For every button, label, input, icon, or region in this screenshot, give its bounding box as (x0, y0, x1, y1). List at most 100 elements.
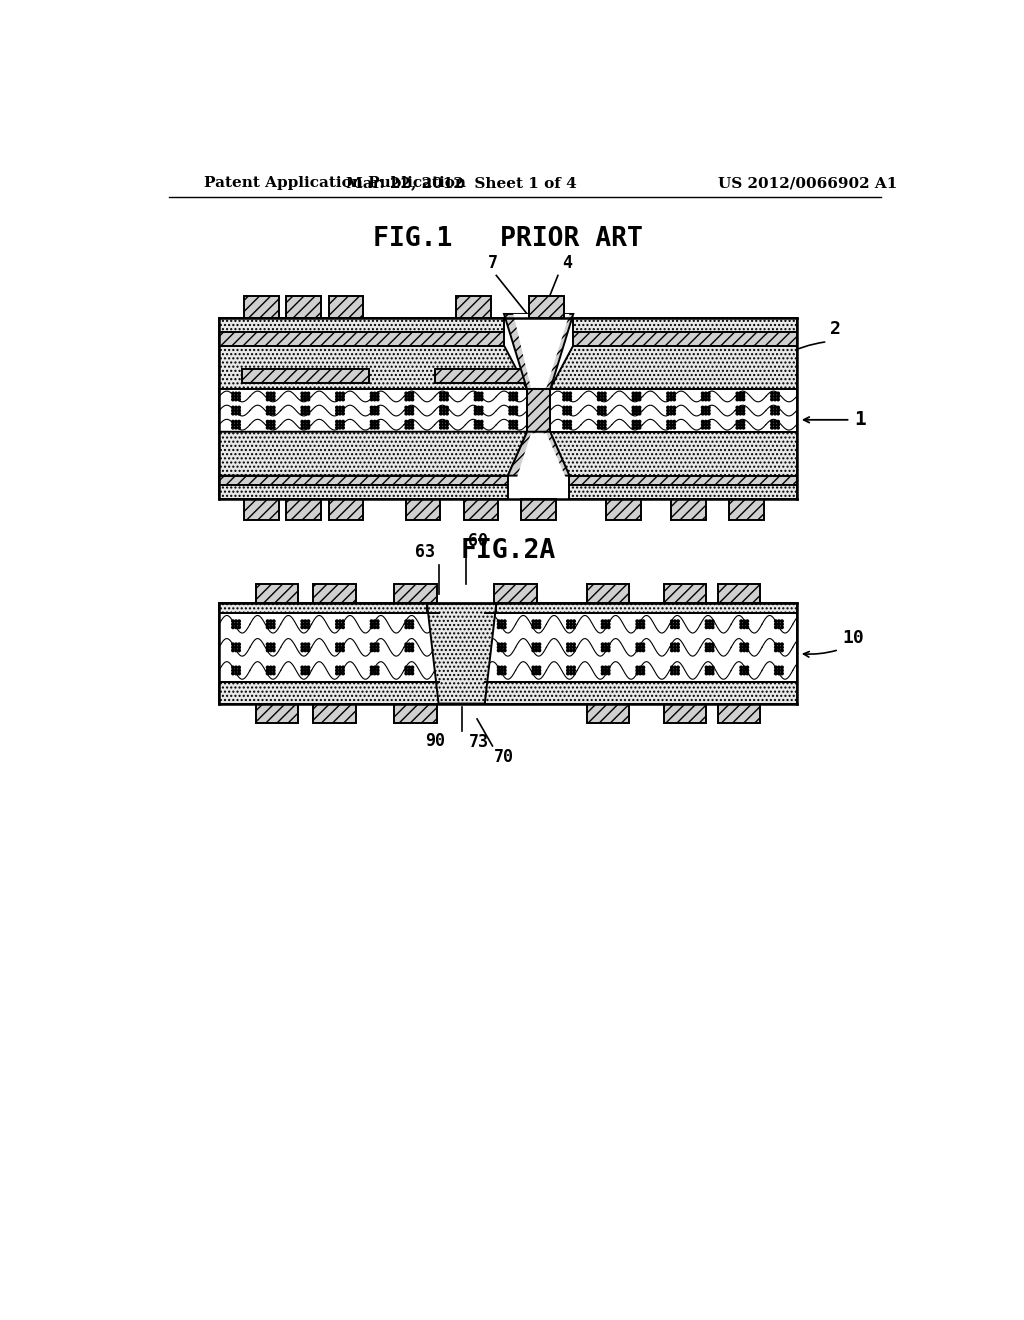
Circle shape (746, 623, 749, 626)
Circle shape (632, 424, 635, 426)
Circle shape (404, 672, 408, 675)
Bar (313, 704, 355, 723)
Circle shape (501, 623, 503, 626)
Circle shape (342, 409, 344, 412)
Circle shape (371, 645, 373, 648)
Circle shape (445, 409, 449, 412)
Circle shape (301, 392, 303, 395)
Text: Mar. 22, 2012  Sheet 1 of 4: Mar. 22, 2012 Sheet 1 of 4 (346, 176, 578, 190)
Circle shape (674, 667, 676, 669)
Circle shape (512, 426, 514, 429)
Circle shape (600, 392, 603, 395)
Circle shape (409, 420, 411, 422)
Circle shape (597, 424, 600, 426)
Circle shape (572, 645, 575, 648)
Bar (672, 499, 707, 520)
Circle shape (712, 672, 714, 675)
Circle shape (238, 392, 241, 395)
Circle shape (307, 407, 309, 409)
Circle shape (509, 426, 511, 429)
Circle shape (673, 399, 676, 401)
Circle shape (566, 626, 569, 628)
Circle shape (515, 392, 517, 395)
Circle shape (777, 620, 780, 623)
Circle shape (632, 420, 635, 422)
Circle shape (442, 409, 445, 412)
Bar (484, 682, 797, 704)
Circle shape (498, 643, 500, 645)
Circle shape (774, 667, 777, 669)
Circle shape (777, 409, 779, 412)
Circle shape (336, 649, 338, 652)
Circle shape (670, 426, 673, 429)
Circle shape (412, 412, 414, 414)
Circle shape (480, 399, 483, 401)
Circle shape (566, 645, 569, 648)
Circle shape (777, 649, 780, 652)
Circle shape (635, 420, 638, 422)
Circle shape (743, 623, 745, 626)
Circle shape (597, 399, 600, 401)
Circle shape (404, 643, 408, 645)
Circle shape (504, 626, 506, 628)
Circle shape (301, 407, 303, 409)
Circle shape (742, 395, 744, 397)
Circle shape (266, 643, 269, 645)
Circle shape (635, 412, 638, 414)
Circle shape (474, 399, 477, 401)
Circle shape (409, 623, 411, 626)
Circle shape (604, 649, 607, 652)
Circle shape (736, 424, 738, 426)
Circle shape (301, 669, 303, 672)
Circle shape (231, 420, 234, 422)
Text: US 2012/0066902 A1: US 2012/0066902 A1 (719, 176, 898, 190)
Circle shape (238, 426, 241, 429)
Circle shape (266, 420, 269, 422)
Circle shape (701, 407, 703, 409)
Circle shape (504, 620, 506, 623)
Circle shape (336, 645, 338, 648)
Circle shape (569, 392, 571, 395)
Circle shape (231, 645, 234, 648)
Circle shape (234, 412, 238, 414)
Circle shape (231, 669, 234, 672)
Circle shape (671, 626, 673, 628)
Circle shape (636, 645, 638, 648)
Circle shape (412, 395, 414, 397)
Circle shape (307, 626, 309, 628)
Circle shape (743, 645, 745, 648)
Circle shape (743, 649, 745, 652)
Circle shape (498, 623, 500, 626)
Circle shape (667, 426, 670, 429)
Circle shape (671, 623, 673, 626)
Circle shape (780, 645, 783, 648)
Circle shape (563, 395, 565, 397)
Circle shape (742, 409, 744, 412)
Circle shape (409, 649, 411, 652)
Circle shape (501, 643, 503, 645)
Circle shape (515, 420, 517, 422)
Circle shape (709, 626, 711, 628)
Circle shape (601, 669, 604, 672)
Bar (587, 704, 629, 723)
Circle shape (677, 667, 679, 669)
Circle shape (712, 667, 714, 669)
Circle shape (774, 395, 776, 397)
Circle shape (301, 626, 303, 628)
Circle shape (509, 399, 511, 401)
Circle shape (604, 667, 607, 669)
Circle shape (512, 409, 514, 412)
Circle shape (272, 623, 275, 626)
Circle shape (234, 426, 238, 429)
Circle shape (777, 407, 779, 409)
Circle shape (597, 409, 600, 412)
Circle shape (642, 645, 645, 648)
Circle shape (377, 645, 379, 648)
Circle shape (771, 420, 773, 422)
Circle shape (409, 669, 411, 672)
Circle shape (635, 409, 638, 412)
Circle shape (635, 407, 638, 409)
Circle shape (339, 626, 341, 628)
Bar (729, 499, 764, 520)
Bar (244, 499, 279, 520)
